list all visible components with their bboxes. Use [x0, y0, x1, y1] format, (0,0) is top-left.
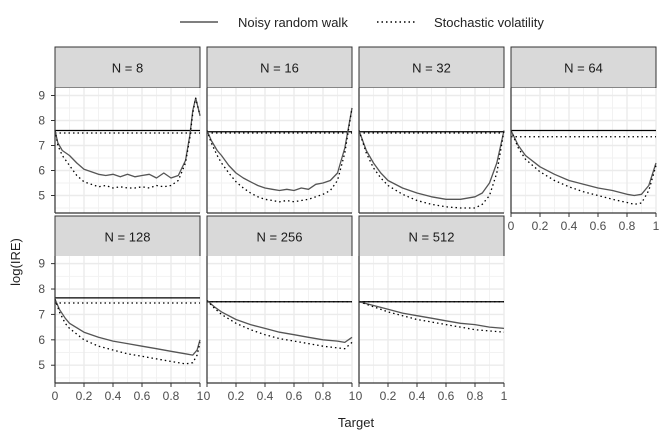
x-tick-label: 0.2 [532, 219, 549, 233]
y-tick-label: 5 [38, 358, 45, 372]
x-tick-label: 0.6 [590, 219, 607, 233]
x-tick-label: 0.8 [467, 389, 484, 403]
y-axis-title: log(IRE) [8, 238, 23, 286]
x-tick-label: 0.8 [163, 389, 180, 403]
y-tick-label: 6 [38, 333, 45, 347]
x-tick-label: 0 [204, 389, 211, 403]
facet-panel-0: N = 8 5 6 7 8 9 [38, 46, 201, 214]
y-tick-label: 6 [38, 164, 45, 178]
facet-strip-label: N = 16 [260, 61, 299, 76]
legend-label-stochastic: Stochastic volatility [434, 15, 544, 30]
y-tick-label: 8 [38, 282, 45, 296]
series-line-noisy-random-walk [358, 130, 505, 200]
x-tick-label: 0.6 [438, 389, 455, 403]
x-tick-label: 0.2 [228, 389, 245, 403]
x-tick-label: 0.8 [619, 219, 636, 233]
y-tick-label: 7 [38, 139, 45, 153]
facet-strip [206, 215, 353, 258]
x-tick-label: 0.4 [561, 219, 578, 233]
x-tick-label: 0 [356, 389, 363, 403]
facet-strip [54, 46, 201, 89]
facet-strip-label: N = 512 [409, 230, 455, 245]
series-line-noisy-random-walk [54, 97, 201, 179]
facet-strip [54, 215, 201, 258]
x-axis-title: Target [338, 415, 375, 430]
legend: Noisy random walk Stochastic volatility [180, 15, 544, 30]
legend-label-noisy: Noisy random walk [238, 15, 348, 30]
x-tick-label: 0.2 [380, 389, 397, 403]
facet-panel-2: N = 32 [358, 46, 505, 214]
facet-strip [358, 215, 505, 258]
x-tick-label: 0.6 [286, 389, 303, 403]
facet-strip [510, 46, 657, 89]
facet-strip [206, 46, 353, 89]
facet-strip-label: N = 32 [412, 61, 451, 76]
y-tick-label: 7 [38, 307, 45, 321]
series-line-noisy-random-walk [358, 301, 505, 330]
x-tick-label: 1 [197, 389, 204, 403]
x-tick-label: 0 [508, 219, 515, 233]
x-tick-label: 0.4 [257, 389, 274, 403]
series-line-noisy-random-walk [510, 130, 657, 197]
facet-strip-label: N = 128 [105, 230, 151, 245]
facet-panel-3: N = 64 0 0.2 0.4 0.6 0.8 1 [508, 46, 660, 233]
y-tick-label: 8 [38, 114, 45, 128]
series-line-noisy-random-walk [54, 298, 201, 356]
x-tick-label: 0.4 [409, 389, 426, 403]
facet-strip-label: N = 64 [564, 61, 603, 76]
y-tick-label: 5 [38, 189, 45, 203]
facet-panels: N = 8 5 6 7 8 9 N = 16 N = 32 N = 64 0 0.2 0.4 0.6 0.… [38, 46, 660, 403]
x-tick-label: 0.8 [315, 389, 332, 403]
facet-strip-label: N = 8 [112, 61, 143, 76]
series-line-stochastic-volatility [510, 130, 657, 205]
facet-panel-4: N = 128 5 6 7 8 9 0 0.2 0.4 0.6 0.8 1 [38, 215, 204, 403]
x-tick-label: 0.4 [105, 389, 122, 403]
series-line-stochastic-volatility [54, 97, 201, 189]
x-tick-label: 0.6 [134, 389, 151, 403]
x-tick-label: 1 [349, 389, 356, 403]
facet-strip [358, 46, 505, 89]
facet-panel-1: N = 16 [206, 46, 353, 214]
y-tick-label: 9 [38, 257, 45, 271]
series-line-stochastic-volatility [54, 298, 201, 365]
facet-panel-6: N = 512 0 0.2 0.4 0.6 0.8 1 [356, 215, 508, 403]
x-tick-label: 1 [501, 389, 508, 403]
facet-strip-label: N = 256 [257, 230, 303, 245]
y-tick-label: 9 [38, 89, 45, 103]
series-line-stochastic-volatility [206, 107, 353, 203]
x-tick-label: 1 [653, 219, 660, 233]
x-tick-label: 0 [52, 389, 59, 403]
x-tick-label: 0.2 [76, 389, 93, 403]
series-line-noisy-random-walk [206, 300, 353, 344]
facet-panel-5: N = 256 0 0.2 0.4 0.6 0.8 1 [204, 215, 356, 403]
series-line-noisy-random-walk [206, 107, 353, 192]
